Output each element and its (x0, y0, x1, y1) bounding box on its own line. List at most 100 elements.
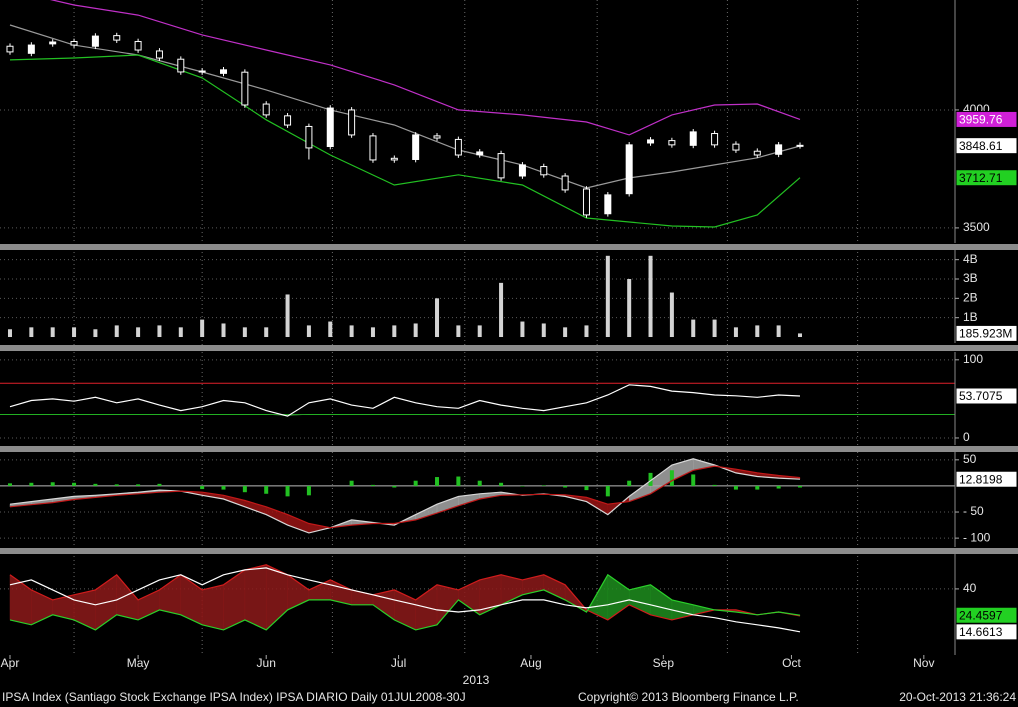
candle-body (27, 44, 35, 54)
y-tick-label: 4B (963, 252, 978, 266)
panel (0, 458, 955, 539)
value-tag-label: 24.4597 (959, 608, 1003, 622)
volume-bar (136, 327, 141, 338)
histogram-bar (669, 470, 674, 486)
histogram-bar (797, 485, 802, 488)
volume-bar (285, 294, 290, 338)
year-label: 2013 (463, 673, 490, 687)
candle-body (348, 109, 356, 136)
volume-bar (669, 292, 674, 338)
volume-bar (520, 321, 525, 338)
candle-body (518, 164, 526, 177)
footer-right: 20-Oct-2013 21:36:24 (899, 690, 1016, 704)
candle-body (433, 135, 441, 139)
value-tag-label: 14.6613 (959, 625, 1003, 639)
histogram-bar (627, 480, 632, 486)
y-tick-label: - 50 (963, 504, 984, 518)
candle-body (604, 194, 612, 215)
histogram-bar (563, 485, 568, 488)
volume-bar (584, 325, 589, 338)
candle-body (284, 115, 292, 126)
y-tick-label: 3500 (963, 220, 990, 234)
x-tick-label: Sep (653, 656, 675, 670)
histogram-bar (157, 483, 162, 486)
y-tick-label: 2B (963, 291, 978, 305)
value-tag (955, 324, 1018, 342)
candle-body (70, 41, 78, 46)
candle-body (113, 35, 121, 41)
histogram-bar (136, 484, 141, 486)
panel (0, 564, 955, 633)
x-tick-label: Aug (520, 656, 541, 670)
histogram-bar (72, 482, 77, 486)
candle-body (561, 175, 569, 191)
candle-body (390, 157, 398, 161)
volume-bar (72, 327, 77, 338)
volume-bar (370, 327, 375, 338)
histogram-bar (50, 482, 55, 486)
volume-bar (200, 319, 205, 338)
panel-separator (0, 446, 1018, 452)
y-tick-label: - 100 (963, 530, 991, 544)
series-line (9, 465, 801, 529)
candle-body (796, 144, 804, 147)
value-tag (955, 623, 1018, 641)
volume-bar (178, 327, 183, 338)
panel (0, 0, 955, 229)
candle-body (454, 138, 462, 156)
volume-bar (114, 325, 119, 338)
candle-body (262, 103, 270, 116)
histogram-bar (221, 485, 226, 490)
value-tag-label: 3712.71 (959, 171, 1003, 185)
histogram-bar (349, 480, 354, 486)
volume-bar (29, 327, 34, 338)
candle-body (155, 50, 163, 59)
series-line (49, 0, 801, 136)
value-tag-label: 185.923M (959, 327, 1012, 341)
series-line (9, 573, 801, 631)
volume-bar (349, 325, 354, 338)
candle-body (647, 139, 655, 144)
histogram-bar (200, 485, 205, 490)
histogram-bar (712, 484, 717, 486)
y-tick-label: 100 (963, 352, 983, 366)
volume-bar (221, 323, 226, 338)
histogram-bar (456, 476, 461, 486)
volume-bar (648, 255, 653, 338)
candle-body (198, 70, 206, 73)
volume-bar (306, 325, 311, 338)
volume-bar (605, 255, 610, 338)
volume-bar (264, 327, 269, 338)
value-tag-label: 3959.76 (959, 113, 1003, 127)
series-line (9, 384, 801, 417)
series-line (9, 458, 801, 534)
histogram-bar (499, 482, 504, 486)
histogram-bar (264, 485, 269, 494)
volume-bar (691, 319, 696, 338)
band-fill (244, 564, 267, 631)
candle-body (326, 107, 334, 148)
volume-bar (712, 319, 717, 338)
panel (0, 359, 955, 439)
oversold-fill (287, 414, 309, 417)
histogram-bar (435, 477, 440, 486)
value-tag-label: 53.7075 (959, 389, 1003, 403)
value-tag (955, 470, 1018, 488)
volume-bar (435, 298, 440, 338)
candle-body (6, 45, 14, 53)
volume-bar (755, 325, 760, 338)
candle-body (91, 35, 99, 47)
panel-separator (0, 244, 1018, 250)
histogram-bar (520, 485, 525, 487)
candle-body (668, 140, 676, 146)
candle-body (412, 134, 420, 160)
x-tick-label: Nov (913, 656, 934, 670)
histogram-bar (477, 480, 482, 486)
volume-bar (157, 325, 162, 338)
histogram-bar (306, 485, 311, 496)
panel-separator (0, 345, 1018, 351)
candle-body (582, 188, 590, 216)
volume-bar (7, 329, 12, 338)
y-tick-label: 1B (963, 310, 978, 324)
histogram-bar (691, 474, 696, 486)
